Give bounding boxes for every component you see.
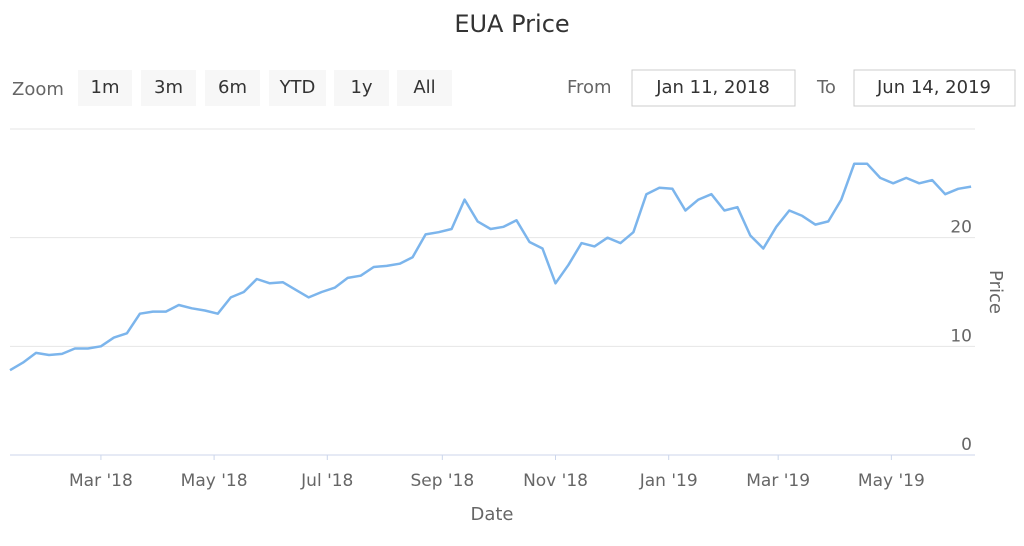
from-value[interactable]: Jan 11, 2018 (655, 77, 770, 98)
x-tick-label: Mar '19 (746, 471, 810, 491)
zoom-button-label[interactable]: 1y (350, 77, 372, 98)
from-label: From (567, 77, 612, 98)
x-tick-label: May '19 (858, 471, 925, 491)
x-tick-label: Sep '18 (410, 471, 474, 491)
x-tick-label: May '18 (181, 471, 248, 491)
zoom-button[interactable] (269, 70, 326, 106)
x-tick-label: Jul '18 (300, 471, 353, 491)
zoom-button-label[interactable]: 3m (154, 77, 183, 98)
from-input[interactable] (631, 69, 796, 107)
zoom-button[interactable] (78, 70, 132, 106)
y-axis-title: Price (985, 270, 1006, 314)
zoom-button[interactable] (205, 70, 260, 106)
zoom-button[interactable] (334, 70, 389, 106)
x-tick-label: Nov '18 (523, 471, 588, 491)
y-tick-label: 0 (961, 435, 972, 455)
y-tick-label: 20 (950, 218, 972, 238)
x-tick-label: Jan '19 (639, 471, 698, 491)
price-line (9, 162, 972, 372)
zoom-button-label[interactable]: 6m (218, 77, 247, 98)
zoom-button[interactable] (141, 70, 196, 106)
zoom-button-label[interactable]: 1m (91, 77, 120, 98)
x-axis-title: Date (470, 504, 513, 525)
y-tick-label: 10 (950, 326, 972, 346)
zoom-button-label[interactable]: YTD (279, 77, 316, 98)
to-value[interactable]: Jun 14, 2019 (876, 77, 991, 98)
to-input[interactable] (853, 69, 1016, 107)
to-label: To (816, 77, 836, 98)
x-tick-label: Mar '18 (69, 471, 133, 491)
zoom-label: Zoom (12, 79, 64, 100)
zoom-button-label[interactable]: All (413, 77, 435, 98)
zoom-button[interactable] (397, 70, 452, 106)
chart-title: EUA Price (454, 10, 569, 38)
